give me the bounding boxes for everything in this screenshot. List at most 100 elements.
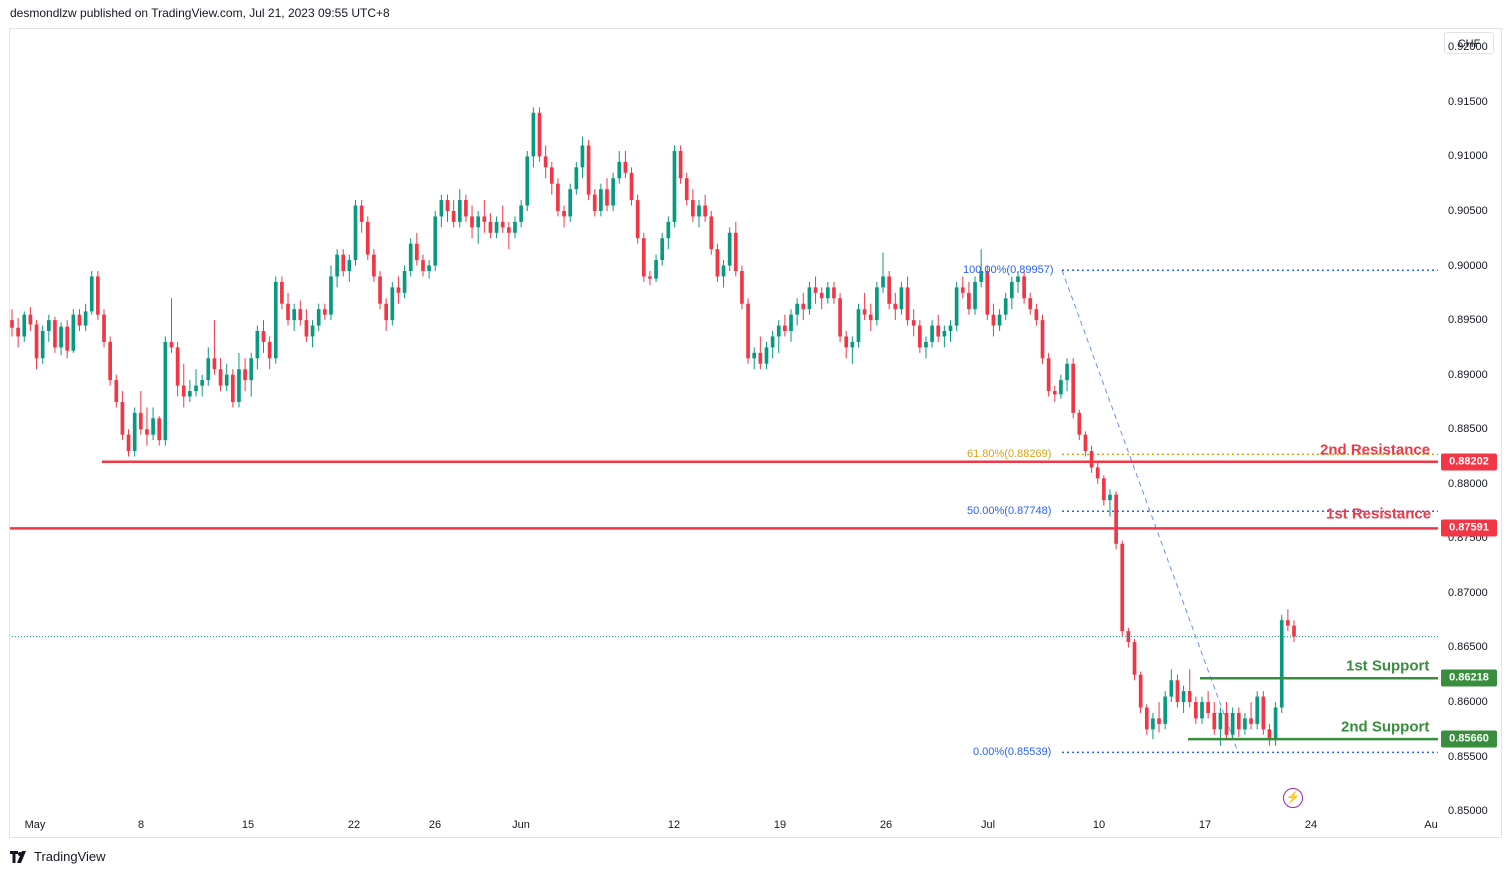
candle bbox=[1052, 385, 1057, 402]
candle bbox=[1022, 270, 1026, 304]
candle-body bbox=[574, 167, 579, 190]
candle-body bbox=[1120, 543, 1125, 632]
candle-body bbox=[157, 418, 162, 441]
candle bbox=[635, 194, 640, 244]
candle-body bbox=[1169, 680, 1174, 697]
fibonacci-retracement[interactable] bbox=[1061, 269, 1438, 754]
candle bbox=[280, 276, 284, 310]
candle bbox=[697, 200, 701, 228]
candle-body bbox=[1052, 391, 1057, 395]
candle-body bbox=[1236, 712, 1241, 730]
candle bbox=[439, 194, 444, 228]
candle bbox=[1114, 491, 1118, 550]
date-tick-label: 26 bbox=[879, 819, 893, 831]
candle-body bbox=[1102, 478, 1106, 501]
candle-body bbox=[415, 243, 419, 261]
candle-body bbox=[1181, 691, 1186, 703]
candle bbox=[991, 303, 996, 337]
candle-body bbox=[1279, 620, 1284, 708]
candle-body bbox=[310, 325, 315, 337]
candle-body bbox=[960, 287, 965, 293]
candle bbox=[298, 300, 303, 326]
candle-body bbox=[721, 265, 726, 277]
candle-body bbox=[28, 314, 33, 325]
candle bbox=[310, 320, 315, 348]
candle bbox=[65, 320, 70, 359]
candle-body bbox=[396, 287, 401, 293]
candle-body bbox=[175, 347, 180, 386]
candle bbox=[1028, 292, 1033, 315]
candle-body bbox=[611, 178, 615, 206]
candle-body bbox=[53, 320, 57, 348]
candle-body bbox=[457, 200, 462, 222]
candle bbox=[1077, 409, 1082, 441]
support-resistance-levels[interactable] bbox=[10, 460, 1438, 741]
candle bbox=[1089, 445, 1094, 473]
candle bbox=[556, 178, 560, 217]
candle-body bbox=[1187, 691, 1192, 703]
candle bbox=[1102, 475, 1106, 506]
candle-body bbox=[856, 309, 861, 342]
candle-body bbox=[752, 352, 757, 359]
candle-body bbox=[899, 287, 904, 310]
candle-body bbox=[335, 254, 339, 277]
candle bbox=[114, 374, 119, 408]
tradingview-footer[interactable]: TradingView bbox=[10, 849, 106, 864]
candle-body bbox=[985, 270, 990, 315]
candle bbox=[733, 221, 738, 277]
candle-body bbox=[586, 145, 591, 195]
candle-body bbox=[224, 374, 229, 386]
candle-body bbox=[108, 341, 112, 381]
candle-body bbox=[1151, 718, 1155, 730]
footer-brand: TradingView bbox=[34, 849, 106, 864]
candle bbox=[666, 216, 671, 250]
candle-body bbox=[316, 309, 321, 326]
candle bbox=[494, 216, 499, 239]
candle-body bbox=[500, 221, 505, 228]
candle bbox=[188, 380, 192, 402]
candle-body bbox=[77, 314, 82, 326]
candle-body bbox=[543, 156, 548, 168]
candle bbox=[421, 254, 425, 277]
lightning-icon[interactable]: ⚡ bbox=[1283, 788, 1303, 808]
candle bbox=[138, 391, 143, 435]
candle bbox=[580, 136, 585, 179]
candle bbox=[605, 178, 609, 211]
candle bbox=[286, 292, 290, 326]
candle bbox=[549, 161, 554, 195]
candle bbox=[746, 298, 750, 364]
candle bbox=[71, 309, 76, 353]
candle-body bbox=[237, 369, 241, 402]
candle bbox=[789, 309, 793, 342]
candle-body bbox=[212, 358, 217, 370]
candle bbox=[813, 276, 818, 304]
candle bbox=[40, 325, 45, 364]
candle-body bbox=[881, 276, 885, 288]
candle bbox=[181, 363, 186, 408]
candle-body bbox=[1108, 494, 1112, 501]
candle-body bbox=[96, 276, 100, 315]
candle bbox=[525, 150, 530, 211]
candle bbox=[985, 265, 990, 321]
candle-body bbox=[1083, 434, 1088, 452]
candle-body bbox=[102, 314, 106, 342]
level-price-badge: 0.88202 bbox=[1441, 453, 1497, 471]
candle-body bbox=[427, 265, 431, 271]
candle-body bbox=[280, 281, 284, 304]
currency-badge[interactable]: CHF bbox=[1444, 32, 1494, 54]
candle bbox=[740, 265, 744, 310]
candle bbox=[1108, 489, 1112, 517]
date-tick-label: Jun bbox=[512, 819, 530, 831]
candle-body bbox=[188, 391, 192, 397]
candle-body bbox=[470, 216, 474, 228]
fib-level-label: 50.00%(0.87748) bbox=[967, 505, 1052, 518]
candle-body bbox=[832, 287, 836, 299]
candle bbox=[795, 298, 799, 326]
candle bbox=[703, 194, 707, 222]
candle bbox=[53, 316, 57, 353]
candle-body bbox=[997, 314, 1002, 326]
date-tick-label: 24 bbox=[1304, 819, 1318, 831]
candle-body bbox=[445, 200, 450, 211]
candle-body bbox=[89, 276, 94, 312]
